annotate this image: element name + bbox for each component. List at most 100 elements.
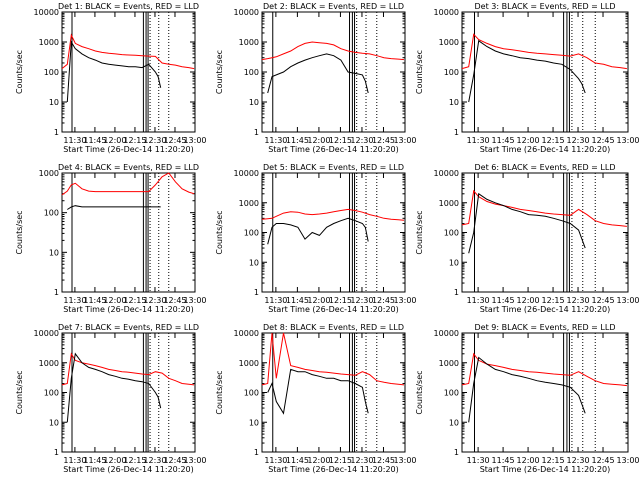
events-series-line [267,368,369,415]
y-tick-label: 1000 [39,169,59,178]
x-tick-label: 13:00 [393,456,416,465]
y-tick-label: 100 [444,389,459,398]
y-tick-label: 10000 [234,329,259,338]
y-tick-label: 10000 [434,329,459,338]
chart-title: Det 5: BLACK = Events, RED = LLD [263,163,404,172]
y-tick-label: 10000 [234,8,259,17]
y-tick-label: 10 [49,248,59,257]
plot-frame [61,172,196,293]
chart-title: Det 2: BLACK = Events, RED = LLD [263,2,404,11]
x-tick-label: 12:45 [591,136,614,145]
lld-series-line [461,189,627,227]
y-tick-label: 100 [244,389,259,398]
y-tick-label: 10 [449,98,459,107]
y-tick-label: 1 [454,128,459,137]
x-tick-label: 11:30 [264,456,287,465]
plot-frame [461,11,629,133]
plot-frame [261,172,406,293]
x-tick-label: 11:30 [63,296,86,305]
plot-frame [461,172,629,293]
events-series-line [468,192,586,254]
x-tick-label: 13:00 [183,456,206,465]
x-tick-label: 12:30 [567,136,590,145]
y-tick-label: 100 [244,229,259,238]
plot-frame [261,332,406,453]
x-axis-label: Start Time (26-Dec-14 11:20:20) [480,305,611,314]
chart-title: Det 7: BLACK = Events, RED = LLD [58,323,199,332]
y-tick-label: 1 [454,288,459,297]
events-series-line [267,53,369,94]
y-tick-label: 100 [444,229,459,238]
x-tick-label: 13:00 [183,296,206,305]
x-tick-label: 12:30 [143,136,166,145]
y-tick-label: 10 [249,258,259,267]
events-series-line [267,217,369,245]
x-axis-label: Start Time (26-Dec-14 11:20:20) [268,465,399,474]
x-tick-label: 12:45 [163,136,186,145]
x-axis-label: Start Time (26-Dec-14 11:20:20) [63,465,194,474]
x-tick-label: 12:00 [103,296,126,305]
x-tick-label: 11:45 [286,136,309,145]
x-tick-label: 12:30 [350,296,373,305]
x-tick-label: 11:30 [264,136,287,145]
y-tick-label: 100 [44,209,59,218]
chart-panel-7: Det 7: BLACK = Events, RED = LLD Counts/s… [15,323,207,474]
x-tick-label: 13:00 [616,136,639,145]
y-tick-label: 1 [254,128,259,137]
y-tick-label: 10 [49,98,59,107]
plot-frame [61,332,196,453]
lld-series-line [61,172,195,196]
lld-series-line [261,208,405,221]
y-tick-label: 1000 [239,38,259,47]
x-tick-label: 12:15 [542,456,565,465]
y-tick-label: 10000 [234,169,259,178]
y-tick-label: 1000 [239,199,259,208]
y-axis-label: Counts/sec [215,210,224,254]
lld-series-line [61,352,195,386]
chart-title: Det 8: BLACK = Events, RED = LLD [263,323,404,332]
x-tick-label: 11:30 [467,456,490,465]
x-tick-label: 12:15 [329,456,352,465]
x-tick-label: 12:00 [307,456,330,465]
x-tick-label: 12:00 [307,136,330,145]
x-tick-label: 11:30 [63,136,86,145]
chart-panel-6: Det 6: BLACK = Events, RED = LLD Counts/s… [415,163,640,314]
y-tick-label: 100 [44,68,59,77]
y-axis-label: Counts/sec [15,50,24,94]
chart-panel-3: Det 3: BLACK = Events, RED = LLD Counts/s… [415,2,640,154]
x-tick-label: 12:45 [591,456,614,465]
y-tick-label: 1 [54,128,59,137]
x-tick-label: 11:45 [492,296,515,305]
y-tick-label: 10 [49,418,59,427]
y-axis-label: Counts/sec [415,370,424,414]
y-axis-label: Counts/sec [415,210,424,254]
chart-title: Det 1: BLACK = Events, RED = LLD [58,2,199,11]
x-axis-label: Start Time (26-Dec-14 11:20:20) [268,145,399,154]
x-tick-label: 12:45 [163,456,186,465]
x-tick-label: 12:15 [123,296,146,305]
y-tick-label: 1 [254,288,259,297]
x-tick-label: 11:30 [63,456,86,465]
x-tick-label: 12:00 [103,456,126,465]
y-tick-label: 10000 [34,8,59,17]
y-tick-label: 1000 [39,359,59,368]
x-tick-label: 13:00 [616,296,639,305]
x-tick-label: 11:30 [264,296,287,305]
y-axis-label: Counts/sec [215,50,224,94]
x-tick-label: 12:15 [123,136,146,145]
x-tick-label: 11:45 [492,136,515,145]
x-axis-label: Start Time (26-Dec-14 11:20:20) [480,465,611,474]
x-tick-label: 12:45 [591,296,614,305]
x-tick-label: 12:00 [517,456,540,465]
y-tick-label: 10000 [34,329,59,338]
chart-panel-2: Det 2: BLACK = Events, RED = LLD Counts/s… [215,2,417,154]
x-tick-label: 11:45 [286,296,309,305]
y-tick-label: 1000 [39,38,59,47]
y-tick-label: 1000 [439,359,459,368]
y-tick-label: 10 [249,418,259,427]
x-tick-label: 12:45 [372,136,395,145]
y-tick-label: 10 [449,258,459,267]
events-series-line [66,40,162,103]
x-tick-label: 12:30 [143,296,166,305]
